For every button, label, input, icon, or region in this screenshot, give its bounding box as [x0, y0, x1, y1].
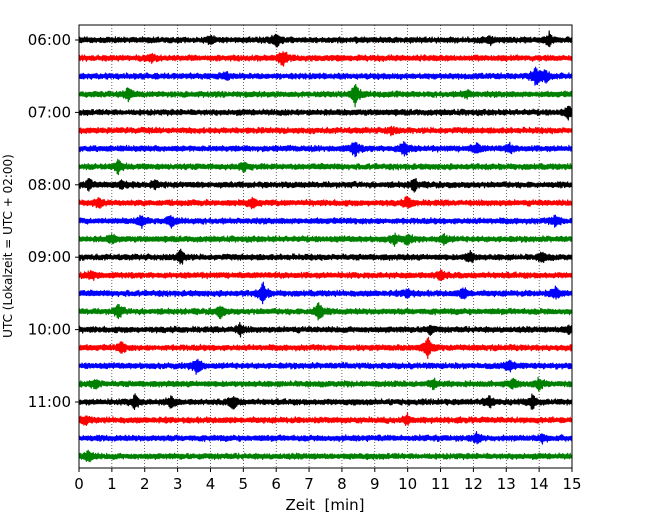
- x-tick-label: 14: [530, 475, 549, 493]
- x-tick-label: 0: [74, 475, 84, 493]
- seismic-trace: [78, 449, 573, 463]
- x-tick-label: 12: [464, 475, 483, 493]
- trace-group: [78, 30, 573, 463]
- seismic-trace: [78, 321, 573, 338]
- x-tick-label: 4: [206, 475, 216, 493]
- x-axis-ticks: 0 1 2 3 4 5 6 7 8 9 10 11 12 13 14 15: [74, 468, 582, 493]
- seismic-trace: [78, 269, 573, 282]
- seismic-trace: [78, 51, 573, 67]
- seismic-trace: [78, 281, 573, 305]
- seismic-trace: [78, 376, 573, 392]
- plot-area: [79, 25, 572, 468]
- seismic-trace: [78, 30, 573, 48]
- y-axis-ticks: 06:00 07:00 08:00 09:00 10:00 11:00: [28, 31, 79, 411]
- y-tick-label: 07:00: [28, 103, 71, 121]
- x-tick-label: 3: [173, 475, 183, 493]
- x-tick-label: 9: [370, 475, 380, 493]
- x-tick-label: 15: [562, 475, 581, 493]
- seismic-trace: [78, 336, 573, 360]
- x-axis-label: Zeit [min]: [285, 496, 364, 514]
- seismic-trace: [78, 158, 573, 176]
- plot-frame: [78, 24, 573, 469]
- seismic-trace: [78, 302, 573, 321]
- seismic-trace: [78, 83, 573, 108]
- seismic-trace: [78, 195, 573, 210]
- seismic-trace: [78, 141, 573, 158]
- y-axis-label: UTC (Lokalzeit = UTC + 02:00): [1, 154, 15, 338]
- seismic-trace: [78, 248, 573, 265]
- seismic-trace: [78, 214, 573, 229]
- seismic-trace: [78, 105, 573, 121]
- seismic-trace: [78, 178, 573, 193]
- seismic-trace: [78, 412, 573, 426]
- y-tick-label: 08:00: [28, 176, 71, 194]
- x-tick-label: 11: [431, 475, 450, 493]
- seismic-trace: [78, 232, 573, 247]
- seismic-trace: [78, 125, 573, 137]
- grid-lines: [111, 25, 540, 468]
- y-tick-label: 09:00: [28, 248, 71, 266]
- y-tick-label: 06:00: [28, 31, 71, 49]
- y-tick-label: 10:00: [28, 321, 71, 339]
- x-tick-label: 8: [337, 475, 347, 493]
- seismic-trace: [78, 358, 573, 375]
- x-tick-label: 13: [497, 475, 516, 493]
- x-tick-label: 7: [304, 475, 314, 493]
- seismic-trace: [78, 393, 573, 411]
- x-tick-label: 10: [398, 475, 417, 493]
- x-tick-label: 2: [140, 475, 150, 493]
- seismic-trace: [78, 66, 573, 86]
- y-tick-label: 11:00: [28, 393, 71, 411]
- seismic-trace: [78, 431, 573, 445]
- x-tick-label: 6: [271, 475, 281, 493]
- x-tick-label: 5: [239, 475, 249, 493]
- x-tick-label: 1: [107, 475, 117, 493]
